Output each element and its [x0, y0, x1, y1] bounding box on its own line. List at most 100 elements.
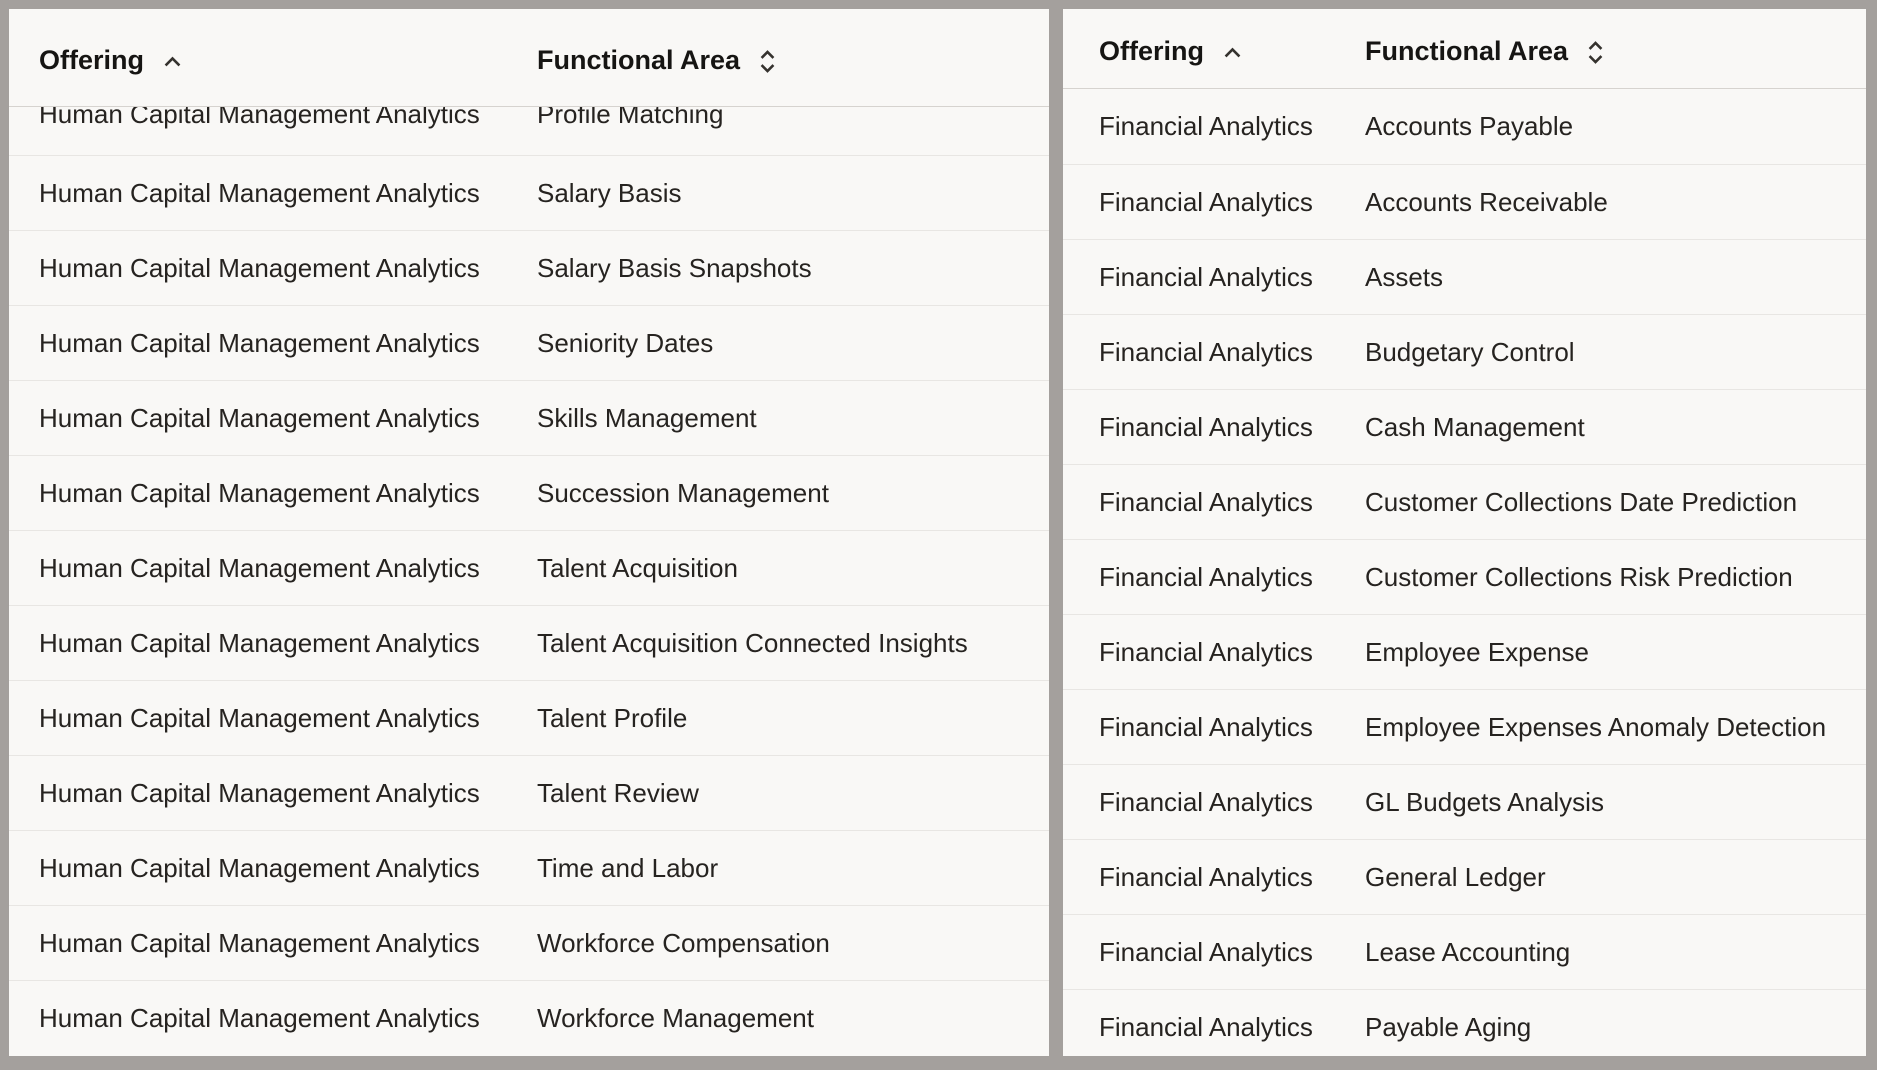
functional-area-cell: Seniority Dates	[537, 327, 714, 358]
offering-cell: Human Capital Management Analytics	[39, 777, 480, 808]
table-row[interactable]: Financial Analytics Payable Aging	[1063, 989, 1866, 1056]
column-header-functional-area-label: Functional Area	[537, 45, 741, 75]
offering-cell: Financial Analytics	[1099, 636, 1313, 667]
column-header-offering[interactable]: Offering	[1099, 36, 1365, 67]
functional-area-cell: General Ledger	[1365, 861, 1546, 892]
table-row[interactable]: Financial Analytics Cash Management	[1063, 389, 1866, 464]
table-row[interactable]: Human Capital Management Analytics Senio…	[9, 305, 1049, 380]
functional-area-cell: Customer Collections Risk Prediction	[1365, 561, 1793, 592]
table-header-row: Offering Functional Area	[1063, 9, 1866, 89]
column-header-functional-area[interactable]: Functional Area	[1365, 36, 1603, 67]
table-row-inner: Financial Analytics GL Budgets Analysis	[1099, 765, 1866, 839]
offering-table-panel-left: Offering Functional Area Human Capital M…	[9, 9, 1049, 1056]
offering-cell: Financial Analytics	[1099, 786, 1313, 817]
functional-area-cell: Cash Management	[1365, 411, 1585, 442]
table-row-inner: Financial Analytics Cash Management	[1099, 390, 1866, 464]
table-row[interactable]: Financial Analytics Accounts Payable	[1063, 89, 1866, 164]
offering-cell: Financial Analytics	[1099, 411, 1313, 442]
table-row[interactable]: Human Capital Management Analytics Profi…	[9, 107, 1049, 155]
sort-ascending-icon	[1224, 47, 1241, 58]
table-row-inner: Human Capital Management Analytics Workf…	[39, 981, 1049, 1055]
offering-cell: Human Capital Management Analytics	[39, 252, 480, 283]
table-row-inner: Financial Analytics Lease Accounting	[1099, 915, 1866, 989]
column-header-functional-area[interactable]: Functional Area	[537, 45, 775, 76]
functional-area-cell: Succession Management	[537, 477, 829, 508]
offering-cell: Financial Analytics	[1099, 111, 1313, 142]
offering-cell: Human Capital Management Analytics	[39, 327, 480, 358]
offering-cell: Financial Analytics	[1099, 186, 1313, 217]
functional-area-cell: Skills Management	[537, 402, 757, 433]
column-header-offering-label: Offering	[39, 45, 144, 75]
table-row[interactable]: Financial Analytics General Ledger	[1063, 839, 1866, 914]
column-header-functional-area-label: Functional Area	[1365, 36, 1569, 66]
offering-cell: Financial Analytics	[1099, 336, 1313, 367]
offering-cell: Financial Analytics	[1099, 561, 1313, 592]
offering-cell: Human Capital Management Analytics	[39, 107, 480, 130]
table-row-inner: Financial Analytics General Ledger	[1099, 840, 1866, 914]
table-row[interactable]: Human Capital Management Analytics Talen…	[9, 530, 1049, 605]
functional-area-cell: Employee Expenses Anomaly Detection	[1365, 711, 1827, 742]
table-row-inner: Financial Analytics Payable Aging	[1099, 990, 1866, 1056]
table-row[interactable]: Financial Analytics Customer Collections…	[1063, 464, 1866, 539]
functional-area-cell: Talent Acquisition Connected Insights	[537, 627, 968, 658]
offering-cell: Human Capital Management Analytics	[39, 927, 480, 958]
table-row-inner: Human Capital Management Analytics Profi…	[39, 107, 1049, 152]
table-row-inner: Human Capital Management Analytics Succe…	[39, 456, 1049, 530]
offering-cell: Human Capital Management Analytics	[39, 1002, 480, 1033]
table-row-inner: Human Capital Management Analytics Skill…	[39, 381, 1049, 455]
table-row[interactable]: Human Capital Management Analytics Workf…	[9, 905, 1049, 980]
offering-cell: Financial Analytics	[1099, 711, 1313, 742]
offering-cell: Human Capital Management Analytics	[39, 477, 480, 508]
table-row-inner: Financial Analytics Customer Collections…	[1099, 465, 1866, 539]
offering-cell: Human Capital Management Analytics	[39, 552, 480, 583]
table-row[interactable]: Financial Analytics Accounts Receivable	[1063, 164, 1866, 239]
table-row[interactable]: Human Capital Management Analytics Skill…	[9, 380, 1049, 455]
table-row[interactable]: Human Capital Management Analytics Succe…	[9, 455, 1049, 530]
functional-area-cell: Budgetary Control	[1365, 336, 1575, 367]
table-row[interactable]: Human Capital Management Analytics Talen…	[9, 680, 1049, 755]
column-header-offering[interactable]: Offering	[39, 45, 537, 76]
table-row[interactable]: Financial Analytics Employee Expense	[1063, 614, 1866, 689]
table-row[interactable]: Financial Analytics GL Budgets Analysis	[1063, 764, 1866, 839]
functional-area-cell: Salary Basis Snapshots	[537, 252, 812, 283]
table-row-inner: Human Capital Management Analytics Salar…	[39, 156, 1049, 230]
functional-area-cell: Assets	[1365, 261, 1444, 292]
table-row-inner: Financial Analytics Accounts Payable	[1099, 89, 1866, 164]
panel-divider	[1049, 9, 1063, 1056]
table-row-inner: Financial Analytics Budgetary Control	[1099, 315, 1866, 389]
sort-ascending-icon	[164, 56, 181, 67]
table-row[interactable]: Human Capital Management Analytics Time …	[9, 830, 1049, 905]
offering-cell: Human Capital Management Analytics	[39, 627, 480, 658]
sort-both-icon	[1588, 40, 1603, 65]
sort-both-icon	[760, 49, 775, 74]
offering-cell: Financial Analytics	[1099, 1011, 1313, 1042]
table-body: Human Capital Management Analytics Profi…	[9, 107, 1049, 1056]
table-row[interactable]: Financial Analytics Assets	[1063, 239, 1866, 314]
table-row-inner: Human Capital Management Analytics Talen…	[39, 756, 1049, 830]
functional-area-cell: Talent Review	[537, 777, 699, 808]
functional-area-cell: Accounts Receivable	[1365, 186, 1608, 217]
functional-area-cell: Talent Acquisition	[537, 552, 738, 583]
offering-cell: Human Capital Management Analytics	[39, 852, 480, 883]
table-row-inner: Human Capital Management Analytics Talen…	[39, 681, 1049, 755]
table-row[interactable]: Financial Analytics Employee Expenses An…	[1063, 689, 1866, 764]
table-row[interactable]: Human Capital Management Analytics Workf…	[9, 980, 1049, 1055]
offering-cell: Financial Analytics	[1099, 261, 1313, 292]
offering-cell: Human Capital Management Analytics	[39, 402, 480, 433]
table-row[interactable]: Human Capital Management Analytics Salar…	[9, 230, 1049, 305]
functional-area-cell: Accounts Payable	[1365, 111, 1574, 142]
functional-area-cell: Lease Accounting	[1365, 936, 1571, 967]
column-header-offering-label: Offering	[1099, 36, 1204, 66]
functional-area-cell: Talent Profile	[537, 702, 688, 733]
functional-area-cell: Payable Aging	[1365, 1011, 1532, 1042]
table-row[interactable]: Financial Analytics Lease Accounting	[1063, 914, 1866, 989]
table-row-inner: Financial Analytics Customer Collections…	[1099, 540, 1866, 614]
functional-area-cell: Customer Collections Date Prediction	[1365, 486, 1798, 517]
table-row[interactable]: Human Capital Management Analytics Talen…	[9, 605, 1049, 680]
table-row[interactable]: Financial Analytics Customer Collections…	[1063, 539, 1866, 614]
table-row[interactable]: Human Capital Management Analytics Salar…	[9, 155, 1049, 230]
table-row[interactable]: Financial Analytics Budgetary Control	[1063, 314, 1866, 389]
table-row-inner: Human Capital Management Analytics Time …	[39, 831, 1049, 905]
functional-area-cell: Workforce Management	[537, 1002, 814, 1033]
table-row[interactable]: Human Capital Management Analytics Talen…	[9, 755, 1049, 830]
